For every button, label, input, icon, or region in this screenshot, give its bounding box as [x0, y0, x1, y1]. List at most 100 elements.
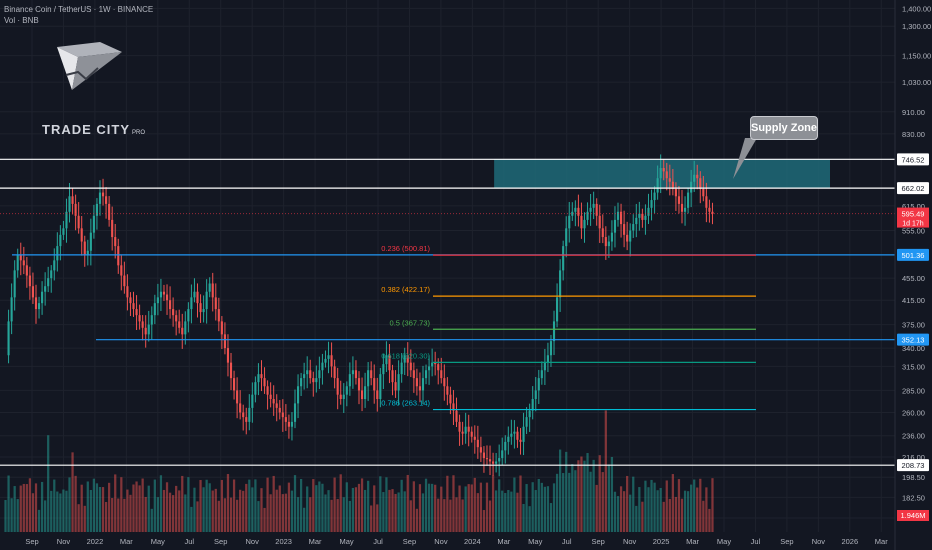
x-tick-label: Nov	[434, 537, 448, 546]
candle-body	[577, 207, 580, 216]
volume-bar	[607, 464, 610, 532]
volume-bar	[488, 500, 492, 532]
candle-body	[68, 196, 71, 212]
volume-bar	[235, 499, 239, 532]
candle-body	[708, 207, 711, 212]
candle-body	[409, 362, 412, 371]
candle-body	[373, 378, 376, 391]
supply-zone-callout[interactable]: Supply Zone	[750, 116, 818, 140]
candle-body	[424, 370, 428, 379]
candle-body	[616, 211, 620, 220]
volume-bar	[342, 497, 345, 532]
volume-bar	[568, 472, 571, 532]
volume-bar	[251, 487, 254, 532]
candle-body	[239, 403, 242, 413]
candle-body	[333, 366, 336, 379]
volume-bar	[178, 490, 181, 532]
candle-body	[397, 374, 400, 391]
candle-body	[126, 286, 129, 298]
candle-body	[647, 207, 650, 216]
candle-body	[199, 303, 202, 313]
x-tick-label: May	[717, 537, 731, 546]
x-tick-label: Nov	[812, 537, 826, 546]
candle-body	[10, 297, 13, 322]
candle-body	[488, 459, 492, 462]
x-tick-label: 2023	[275, 537, 292, 546]
volume-bar	[574, 470, 577, 532]
fibonacci-retracement: 0.236 (500.81) 0.382 (422.17) 0.5 (367.73)…	[381, 244, 756, 411]
fib-level-label: 0.382 (422.17)	[381, 285, 430, 294]
candle-body	[41, 291, 44, 304]
candle-body	[74, 203, 77, 216]
current-price-tag	[897, 207, 929, 228]
candle-body	[123, 275, 126, 287]
volume-bar	[482, 510, 486, 532]
candle-body	[665, 171, 668, 179]
candle-body	[635, 217, 638, 225]
candle-body	[534, 390, 537, 400]
candle-body	[138, 315, 141, 322]
volume-bar	[641, 501, 644, 532]
candle-body	[31, 286, 35, 298]
volume-bar	[632, 476, 635, 532]
supply-zone-rect	[494, 159, 830, 189]
fib-level-label: 0.236 (500.81)	[381, 244, 430, 253]
volume-bar	[665, 480, 668, 532]
candle-body	[473, 436, 476, 440]
x-tick-label: Mar	[497, 537, 510, 546]
volume-bar	[126, 489, 129, 532]
volume-bar	[385, 477, 388, 532]
volume-bar	[647, 487, 650, 532]
candle-body	[382, 364, 385, 375]
volume-legend[interactable]: Vol · BNB	[4, 16, 39, 25]
candle-body	[379, 374, 382, 400]
candle-body	[117, 246, 120, 266]
volume-bar	[668, 498, 671, 532]
candle-body	[260, 374, 263, 379]
volume-bar	[549, 503, 553, 532]
candle-body	[623, 224, 626, 235]
candle-body	[330, 355, 333, 367]
candle-body	[537, 378, 540, 391]
candle-body	[693, 174, 696, 182]
candle-body	[525, 417, 528, 427]
volume-bar	[525, 484, 528, 532]
candle-body	[336, 378, 339, 395]
volume-bar	[653, 482, 656, 532]
candle-body	[583, 219, 586, 229]
candle-body	[202, 309, 205, 313]
candle-body	[492, 461, 495, 464]
supply-zone	[494, 159, 830, 189]
volume-bar	[199, 480, 202, 532]
volume-bar	[693, 479, 696, 532]
y-tick-label: 455.00	[902, 274, 925, 283]
volume-bar	[626, 475, 629, 532]
candle-body	[56, 246, 59, 261]
volume-bar	[467, 484, 470, 532]
symbol-title[interactable]: Binance Coin / TetherUS · 1W · BINANCE	[4, 5, 154, 14]
volume-bar	[699, 478, 702, 532]
volume-bar	[540, 482, 543, 532]
candle-body	[47, 278, 50, 287]
candle-body	[470, 431, 473, 437]
candle-body	[504, 441, 507, 451]
volume-bar	[440, 486, 443, 532]
candle-body	[531, 399, 534, 411]
volume-bar	[452, 475, 455, 532]
chart-header: Binance Coin / TetherUS · 1W · BINANCE V…	[4, 4, 153, 26]
candle-body	[641, 213, 644, 220]
candle-body	[610, 232, 613, 242]
volume-bar	[528, 506, 531, 532]
candle-body	[77, 215, 80, 229]
candle-body	[321, 362, 324, 371]
candle-body	[711, 211, 714, 214]
candle-body	[498, 458, 501, 462]
y-tick-label: 555.00	[902, 226, 925, 235]
volume-bar	[531, 482, 534, 532]
bar-countdown-label: 1d 17h	[902, 221, 924, 228]
candle-body	[269, 394, 272, 400]
volume-bar	[226, 474, 230, 532]
volume-bar	[370, 505, 373, 532]
candle-body	[86, 250, 89, 256]
